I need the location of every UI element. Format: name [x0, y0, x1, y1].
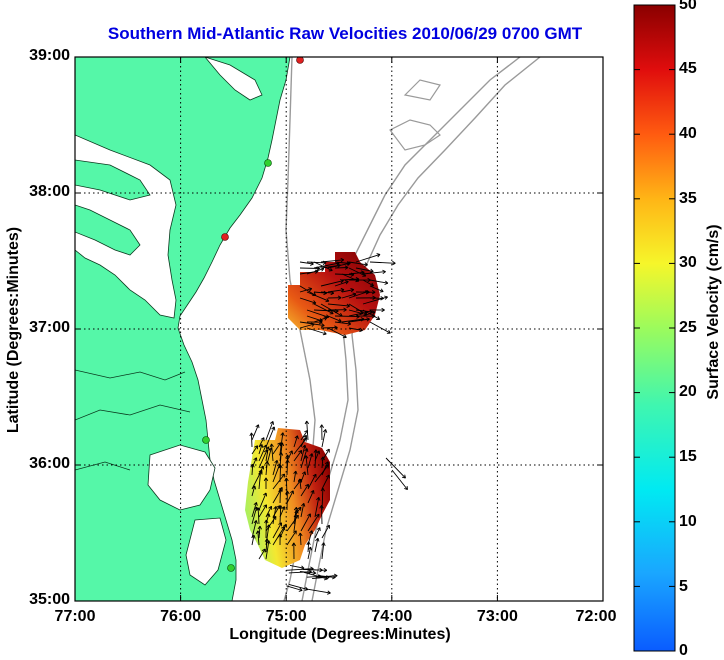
velocity-arrow-head — [266, 445, 267, 449]
radar-site-marker — [203, 437, 210, 444]
radar-site-marker — [265, 160, 272, 167]
y-tick-label: 39:00 — [0, 47, 70, 65]
colorbar — [634, 5, 675, 651]
velocity-arrow-head — [326, 301, 329, 302]
x-tick-label: 77:00 — [55, 608, 96, 626]
x-tick-label: 74:00 — [371, 608, 412, 626]
colorbar-label: Surface Velocity (cm/s) — [705, 224, 723, 399]
y-tick-label: 38:00 — [0, 183, 70, 201]
velocity-arrow-head — [305, 472, 306, 475]
velocity-arrow-head — [266, 493, 267, 496]
velocity-arrow — [251, 433, 252, 447]
y-tick-label: 37:00 — [0, 319, 70, 337]
radar-site-marker — [228, 565, 235, 572]
velocity-arrow-head — [259, 425, 260, 428]
colorbar-tick-label: 25 — [679, 319, 697, 337]
colorbar-tick-label: 10 — [679, 513, 697, 531]
velocity-arrow-head — [355, 281, 358, 282]
y-tick-label: 35:00 — [0, 591, 70, 609]
velocity-arrow-head — [273, 421, 274, 424]
velocity-arrow — [280, 489, 281, 503]
colorbar-tick-label: 0 — [679, 642, 688, 660]
velocity-arrow-head — [284, 507, 285, 511]
x-tick-label: 76:00 — [160, 608, 201, 626]
velocity-arrow — [287, 460, 288, 475]
velocity-arrow — [321, 328, 338, 329]
radar-site-marker — [222, 234, 229, 241]
x-tick-label: 75:00 — [266, 608, 307, 626]
velocity-arrow-head — [319, 451, 320, 455]
colorbar-tick-label: 35 — [679, 190, 697, 208]
velocity-arrow-head — [380, 292, 383, 293]
chart-title: Southern Mid-Atlantic Raw Velocities 201… — [60, 24, 630, 44]
velocity-arrow-head — [274, 427, 275, 431]
x-tick-label: 72:00 — [576, 608, 617, 626]
colorbar-tick-label: 30 — [679, 254, 697, 272]
velocity-arrow — [335, 316, 360, 317]
x-axis-label: Longitude (Degrees:Minutes) — [229, 626, 450, 644]
velocity-arrow — [322, 505, 323, 524]
velocity-arrow — [335, 268, 348, 269]
colorbar-tick-label: 20 — [679, 383, 697, 401]
colorbar-tick-label: 50 — [679, 0, 697, 14]
colorbar-tick-label: 45 — [679, 60, 697, 78]
colorbar-tick-label: 40 — [679, 125, 697, 143]
x-tick-label: 73:00 — [477, 608, 518, 626]
velocity-arrow — [300, 268, 320, 269]
colorbar-tick-label: 5 — [679, 578, 688, 596]
colorbar-tick-label: 15 — [679, 448, 697, 466]
y-tick-label: 36:00 — [0, 455, 70, 473]
